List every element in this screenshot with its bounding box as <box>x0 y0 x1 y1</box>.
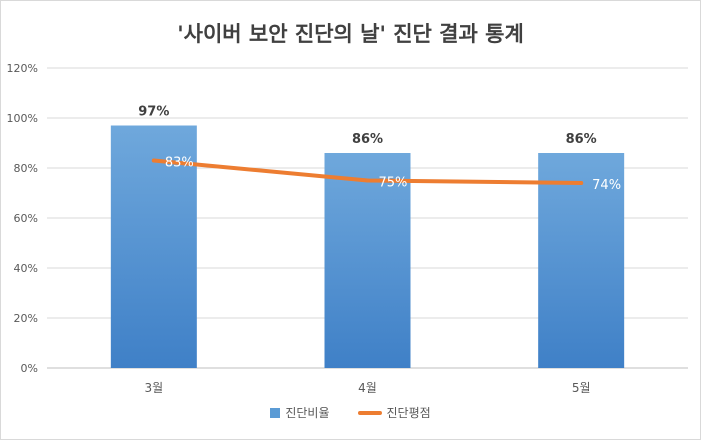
legend-label-bar: 진단비율 <box>285 406 330 420</box>
bar-data-label: 86% <box>352 132 383 147</box>
y-tick-label: 120% <box>7 62 38 75</box>
line-data-label: 74% <box>592 178 621 193</box>
y-tick-label: 60% <box>14 212 38 225</box>
x-tick-label: 4월 <box>358 381 377 395</box>
y-tick-label: 100% <box>7 112 38 125</box>
line-data-label: 75% <box>379 176 408 191</box>
legend-swatch-line <box>357 410 382 415</box>
y-tick-label: 0% <box>21 362 38 375</box>
line-point <box>365 178 370 183</box>
legend-item-bar: 진단비율 <box>270 404 330 421</box>
chart-legend: 진단비율 진단평점 <box>0 404 701 421</box>
y-tick-label: 20% <box>14 312 38 325</box>
legend-swatch-bar <box>270 407 281 418</box>
bar <box>110 125 197 368</box>
x-tick-label: 5월 <box>572 381 591 395</box>
line-data-label: 83% <box>165 156 194 171</box>
line-point <box>151 158 156 163</box>
x-tick-label: 3월 <box>144 381 163 395</box>
bar <box>324 153 411 368</box>
chart-title: '사이버 보안 진단의 날' 진단 결과 통계 <box>177 22 524 46</box>
y-tick-label: 80% <box>14 162 38 175</box>
bar-data-label: 86% <box>566 132 597 147</box>
line-point <box>579 181 584 185</box>
legend-item-line: 진단평점 <box>357 404 431 421</box>
legend-label-line: 진단평점 <box>386 406 431 420</box>
y-tick-label: 40% <box>14 262 38 275</box>
bar <box>538 153 625 368</box>
bar-data-label: 97% <box>138 105 169 120</box>
